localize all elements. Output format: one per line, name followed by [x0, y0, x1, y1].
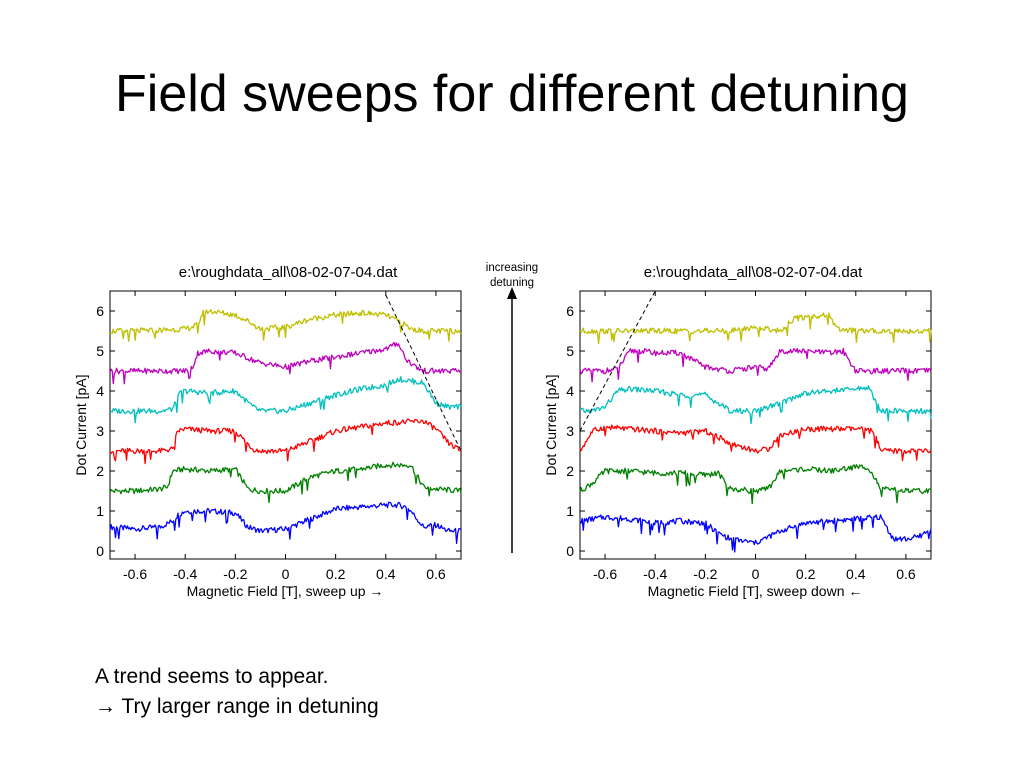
axis-ticks: -0.6 -0.4 -0.2 0 0.2 0.4 0.6 0 1 2 3 4 5 6: [96, 291, 461, 582]
y-tick-label: 4: [96, 383, 104, 399]
x-axis-label: Magnetic Field [T], sweep down ←: [648, 583, 863, 599]
y-tick-label: 2: [566, 463, 574, 479]
note-line-1: A trend seems to appear.: [95, 665, 329, 688]
x-tick-label: -0.4: [643, 566, 667, 582]
y-tick-label: 6: [96, 303, 104, 319]
annotation-line-1: increasing: [485, 262, 539, 274]
y-axis-label: Dot Current [pA]: [543, 374, 559, 475]
y-tick-label: 1: [96, 503, 104, 519]
series-line-3: [579, 424, 932, 462]
arrow-head-icon: [507, 287, 517, 299]
series-line-5: [579, 347, 932, 383]
x-tick-label: 0.2: [326, 566, 346, 582]
note-line-2: → Try larger range in detuning: [95, 695, 379, 718]
x-tick-label: -0.4: [173, 566, 197, 582]
series-line-4: [109, 376, 462, 424]
x-tick-label: -0.2: [693, 566, 717, 582]
x-tick-label: 0.4: [846, 566, 866, 582]
plot-frame: [579, 290, 932, 560]
series-line-5: [109, 341, 462, 385]
chart-sweep-up: e:\roughdata_all\08-02-07-04.dat -0.6 -0.…: [73, 264, 462, 599]
series-line-2: [109, 461, 462, 504]
series-line-3: [109, 418, 462, 465]
y-tick-label: 3: [566, 423, 574, 439]
series-line-1: [109, 501, 462, 544]
x-tick-label: 0.4: [376, 566, 396, 582]
y-tick-label: 5: [96, 343, 104, 359]
arrow-right-icon: →: [95, 695, 116, 718]
axis-ticks: -0.6 -0.4 -0.2 0 0.2 0.4 0.6 0 1 2 3 4 5 6: [566, 291, 931, 582]
x-tick-label: -0.6: [123, 566, 147, 582]
series-line-6: [579, 312, 932, 345]
x-tick-label: 0.6: [896, 566, 916, 582]
y-tick-label: 6: [566, 303, 574, 319]
y-axis-label: Dot Current [pA]: [73, 374, 89, 475]
x-tick-label: 0: [752, 566, 760, 582]
series-line-1: [579, 514, 932, 553]
series-group: [109, 309, 462, 544]
y-tick-label: 0: [566, 543, 574, 559]
x-tick-label: -0.6: [593, 566, 617, 582]
y-tick-label: 4: [566, 383, 574, 399]
chart-title: e:\roughdata_all\08-02-07-04.dat: [644, 264, 863, 281]
y-tick-label: 2: [96, 463, 104, 479]
chart-sweep-down: e:\roughdata_all\08-02-07-04.dat -0.6 -0.…: [543, 264, 932, 599]
series-group: [579, 312, 932, 553]
series-line-6: [109, 309, 462, 342]
x-tick-label: 0: [282, 566, 290, 582]
trend-guide-line: [579, 290, 656, 432]
x-tick-label: 0.6: [426, 566, 446, 582]
y-tick-label: 5: [566, 343, 574, 359]
series-line-4: [579, 385, 932, 425]
y-tick-label: 0: [96, 543, 104, 559]
y-tick-label: 1: [566, 503, 574, 519]
slide-title: Field sweeps for different detuning: [115, 65, 909, 123]
detuning-arrow: [507, 287, 517, 553]
x-axis-label: Magnetic Field [T], sweep up →: [187, 583, 384, 599]
footnote: A trend seems to appear. → Try larger ra…: [95, 662, 379, 722]
series-line-2: [579, 464, 932, 505]
detuning-annotation: increasing detuning: [470, 261, 554, 291]
annotation-line-2: detuning: [489, 277, 535, 289]
trend-guide-line: [385, 294, 462, 452]
y-tick-label: 3: [96, 423, 104, 439]
x-tick-label: -0.2: [223, 566, 247, 582]
chart-title: e:\roughdata_all\08-02-07-04.dat: [179, 264, 398, 281]
x-tick-label: 0.2: [796, 566, 816, 582]
